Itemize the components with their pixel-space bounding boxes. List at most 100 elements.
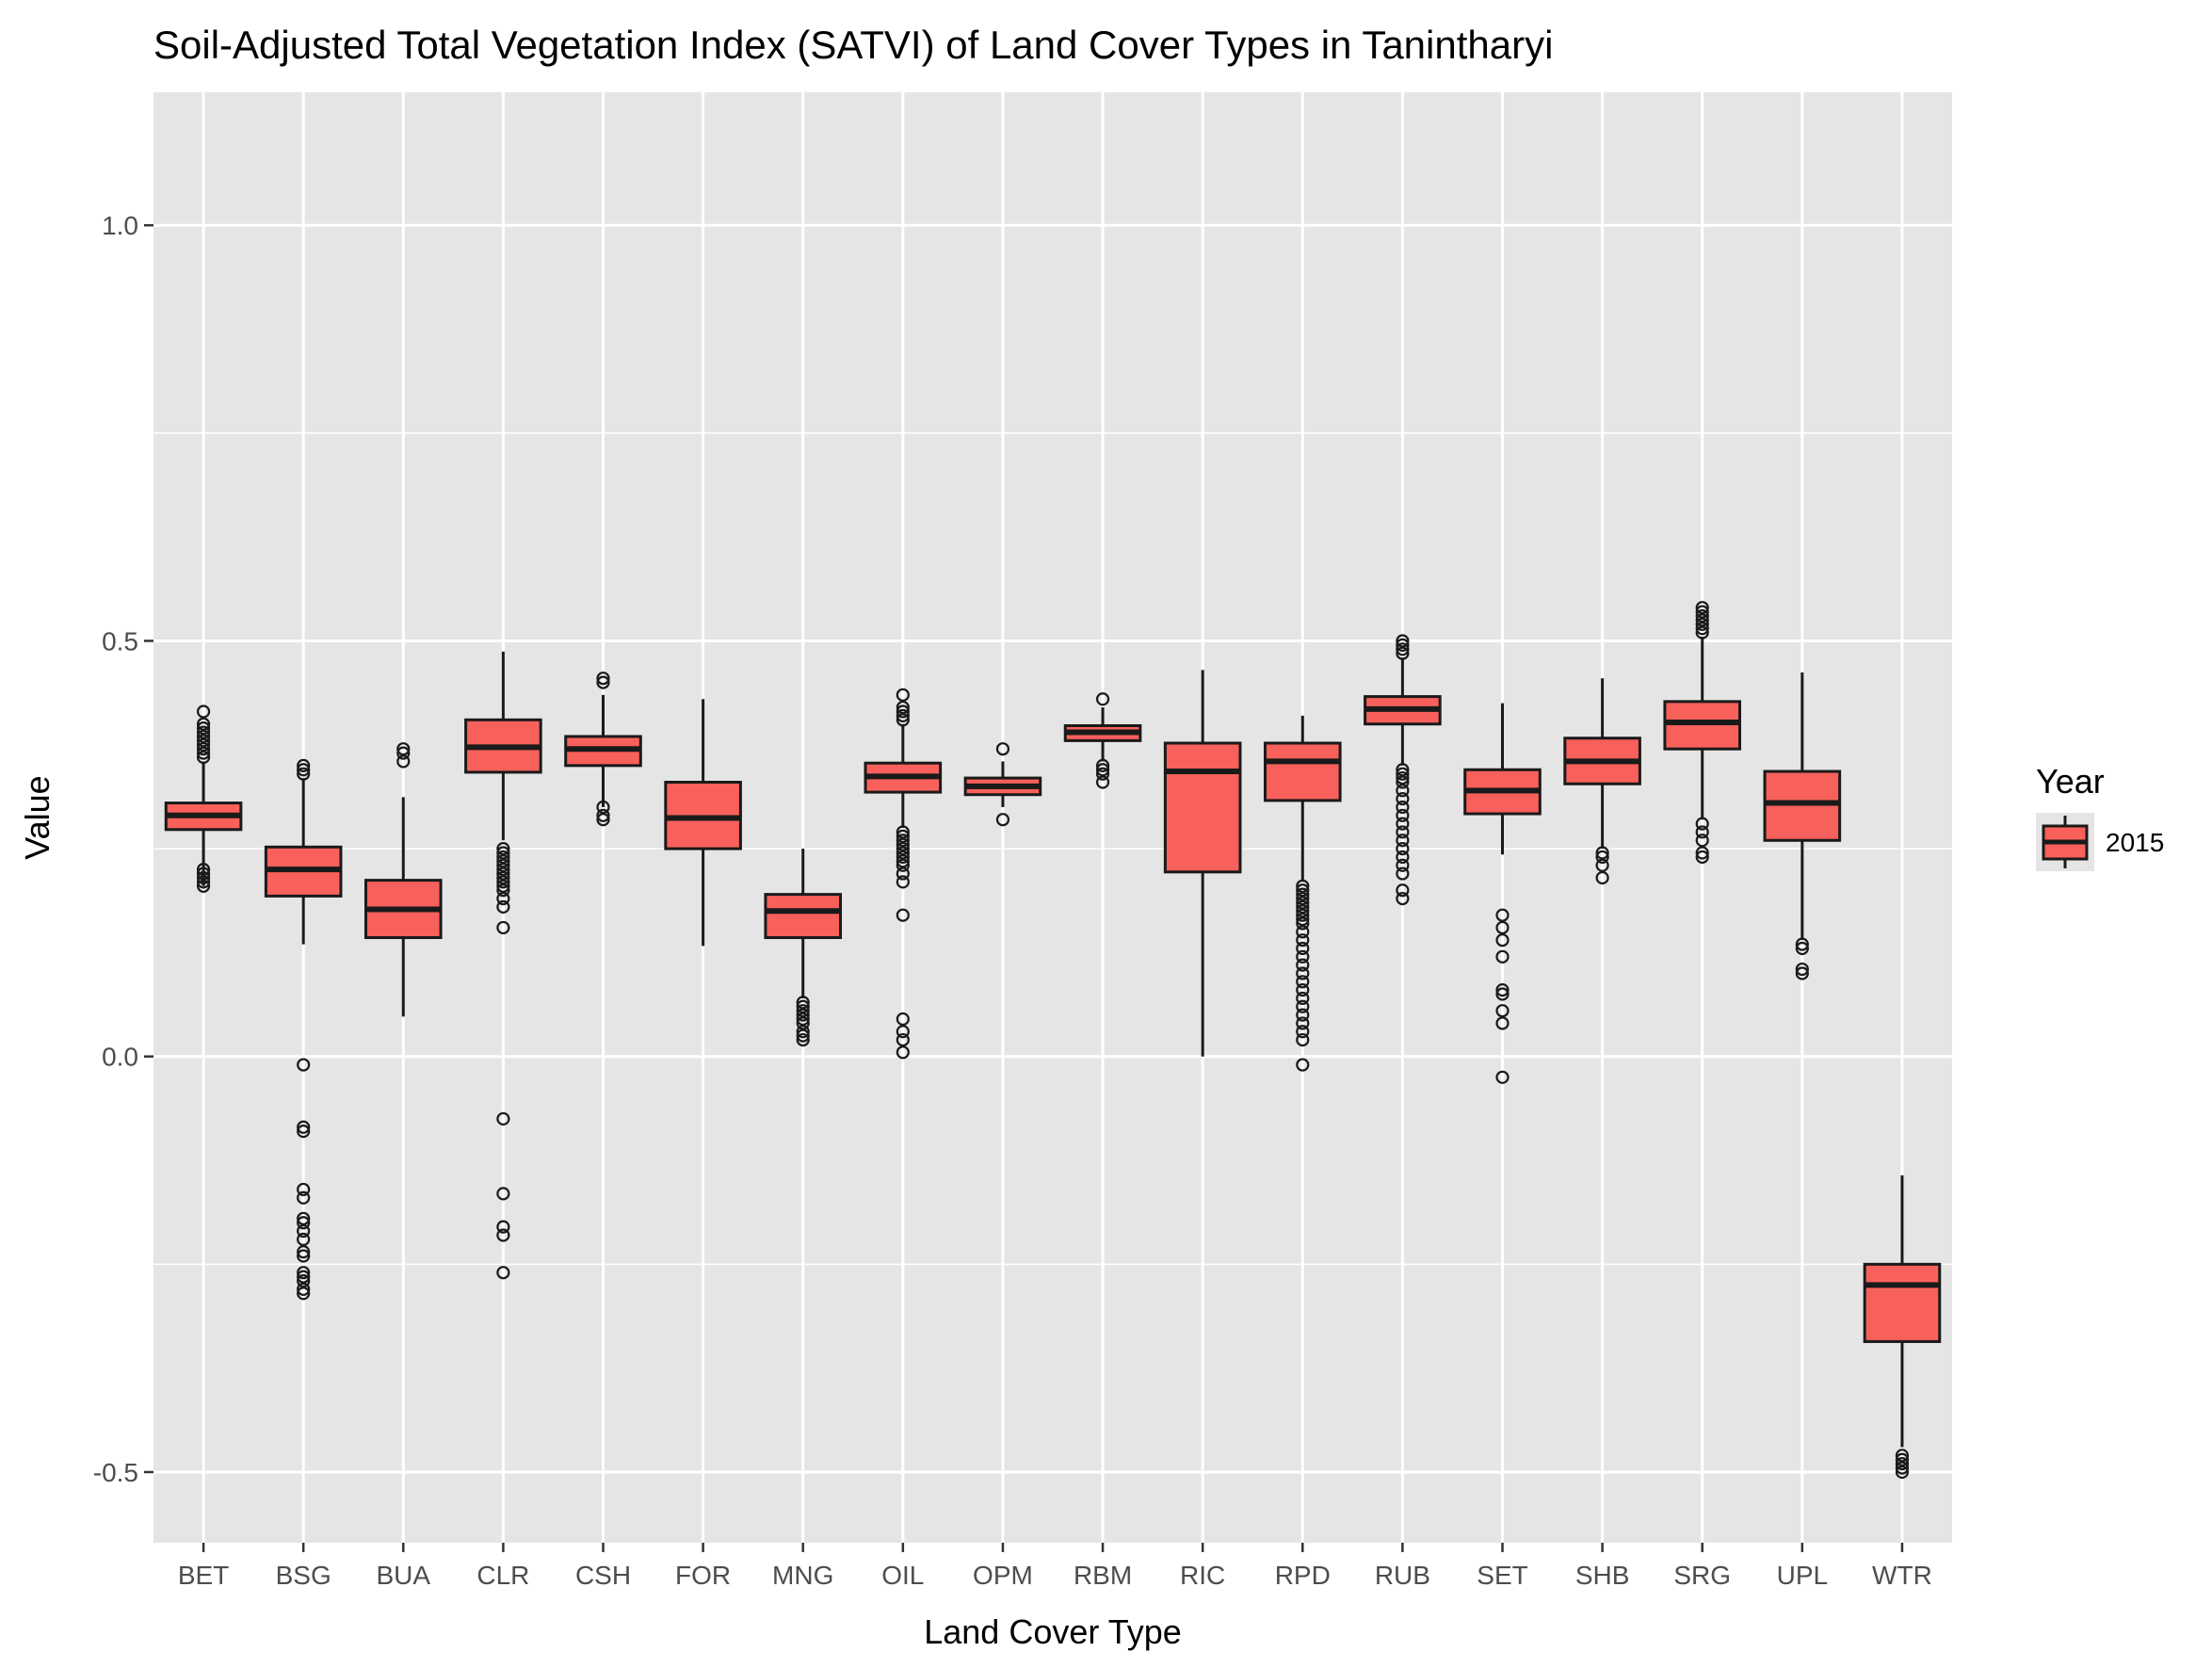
x-tick-label-shb: SHB	[1575, 1561, 1630, 1590]
outlier-point	[1396, 642, 1410, 656]
outlier-point	[1296, 933, 1310, 947]
outlier-point	[496, 854, 510, 868]
outlier-point	[1495, 1070, 1510, 1084]
outlier-point	[396, 746, 411, 760]
outlier-point	[1296, 949, 1310, 964]
box-oil	[864, 688, 943, 1060]
box-for	[664, 699, 742, 947]
outlier-point	[896, 854, 910, 868]
y-tick-label: 1.0	[102, 211, 138, 240]
outlier-point	[1695, 850, 1709, 865]
outlier-point	[1495, 1016, 1510, 1030]
outlier-point	[1095, 775, 1110, 789]
outlier-point	[796, 1008, 810, 1022]
y-tick-label: 0.0	[102, 1043, 138, 1072]
outlier-point	[496, 870, 510, 885]
outlier-point	[196, 870, 211, 885]
x-tick-label-bet: BET	[178, 1561, 229, 1590]
outlier-point	[896, 846, 910, 860]
outlier-point	[1296, 966, 1310, 980]
outlier-point	[196, 729, 211, 744]
outlier-point	[297, 1182, 311, 1197]
outlier-point	[1296, 983, 1310, 997]
outlier-point	[596, 808, 610, 822]
outlier-point	[297, 1273, 311, 1288]
outlier-point	[297, 1232, 311, 1246]
outlier-point	[1095, 758, 1110, 772]
outlier-point	[896, 908, 910, 922]
outlier-point	[896, 1032, 910, 1047]
outlier-point	[1296, 916, 1310, 931]
outlier-point	[896, 858, 910, 872]
outlier-point	[1595, 846, 1609, 860]
legend: Year 2015	[2036, 762, 2164, 871]
outlier-point	[1296, 908, 1310, 922]
outlier-point	[496, 1266, 510, 1280]
outlier-point	[1296, 896, 1310, 910]
outlier-point	[896, 704, 910, 719]
x-tick-label-for: FOR	[675, 1561, 731, 1590]
outlier-point	[1695, 613, 1709, 627]
x-tick-label-rpd: RPD	[1275, 1561, 1331, 1590]
outlier-point	[1695, 846, 1709, 860]
outlier-point	[196, 750, 211, 765]
legend-label-2015: 2015	[2106, 828, 2164, 857]
outlier-point	[297, 1216, 311, 1230]
box-shb	[1563, 678, 1641, 885]
outlier-point	[196, 875, 211, 889]
x-tick-label-clr: CLR	[476, 1561, 529, 1590]
outlier-point	[1595, 858, 1609, 872]
outlier-point	[1895, 1449, 1910, 1463]
outlier-point	[297, 1120, 311, 1134]
outlier-point	[1895, 1465, 1910, 1480]
outlier-point	[896, 850, 910, 865]
box-iqr	[764, 893, 843, 940]
box-iqr	[1663, 700, 1742, 751]
outlier-point	[1296, 1032, 1310, 1047]
box-srg	[1663, 601, 1742, 865]
x-tick-label-oil: OIL	[881, 1561, 924, 1590]
outlier-point	[1296, 891, 1310, 906]
outlier-point	[796, 1028, 810, 1043]
box-bet	[164, 704, 243, 893]
outlier-point	[196, 866, 211, 881]
outlier-point	[1396, 800, 1410, 815]
outlier-point	[1396, 784, 1410, 798]
outlier-point	[1595, 850, 1609, 865]
outlier-point	[596, 800, 610, 815]
outlier-point	[796, 999, 810, 1013]
outlier-point	[1396, 808, 1410, 822]
minor-gridlines	[153, 432, 1952, 1266]
outlier-point	[297, 1125, 311, 1139]
box-bsg	[264, 758, 343, 1301]
outlier-point	[1695, 622, 1709, 636]
x-tick-label-bua: BUA	[376, 1561, 430, 1590]
outlier-point	[1695, 817, 1709, 831]
outlier-point	[1495, 908, 1510, 922]
outlier-point	[496, 863, 510, 877]
outlier-point	[1396, 850, 1410, 865]
y-tick-label: -0.5	[93, 1458, 138, 1487]
box-ric	[1163, 670, 1242, 1057]
box-rpd	[1263, 715, 1342, 1072]
outlier-point	[297, 1190, 311, 1205]
outlier-point	[1695, 608, 1709, 623]
outlier-point	[896, 841, 910, 856]
outlier-point	[1095, 767, 1110, 781]
outlier-point	[1895, 1461, 1910, 1475]
x-tick-label-rub: RUB	[1375, 1561, 1430, 1590]
outlier-point	[297, 1282, 311, 1296]
outlier-point	[1695, 825, 1709, 839]
outlier-point	[1595, 870, 1609, 885]
outlier-point	[1695, 605, 1709, 619]
outlier-point	[1396, 841, 1410, 856]
outlier-point	[1695, 834, 1709, 848]
outlier-point	[1296, 958, 1310, 972]
outlier-point	[496, 850, 510, 865]
outlier-point	[297, 758, 311, 772]
outlier-point	[1495, 949, 1510, 964]
box-wtr	[1863, 1174, 1942, 1480]
x-tick-label-bsg: BSG	[276, 1561, 331, 1590]
box-csh	[564, 672, 642, 827]
outlier-point	[596, 675, 610, 689]
